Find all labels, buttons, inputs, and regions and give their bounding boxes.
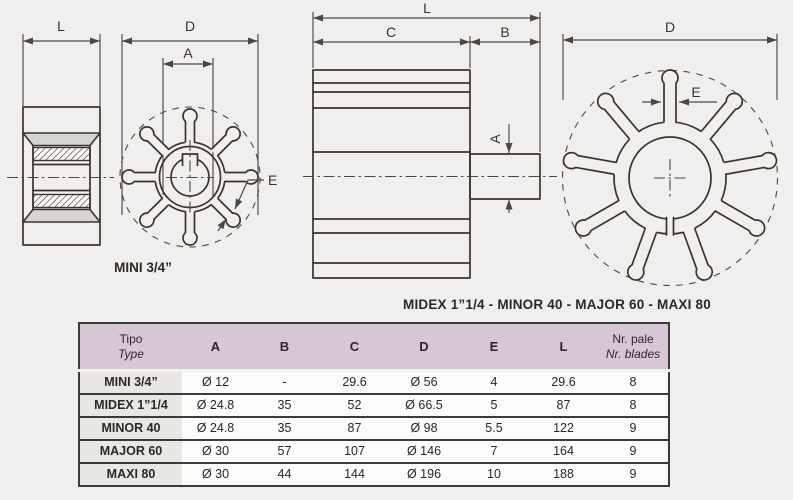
cell: 144: [320, 461, 389, 486]
cell: 87: [529, 392, 598, 417]
table-row-midex: MIDEX 1”1/4 Ø 24.8 35 52 Ø 66.5 5 87 8: [79, 392, 669, 417]
cell: 52: [320, 392, 389, 417]
header-blades-it: Nr. pale: [612, 331, 654, 346]
large-impeller-front-view: D E: [561, 19, 779, 287]
table-row-major: MAJOR 60 Ø 30 57 107 Ø 146 7 164 9: [79, 438, 669, 463]
cell: Ø 24.8: [182, 415, 249, 440]
cell: 5: [459, 392, 529, 417]
dim-label-E-large: E: [691, 84, 700, 100]
cell: 9: [598, 438, 669, 463]
row-label: MAXI 80: [79, 461, 182, 486]
impeller-body: [312, 69, 471, 279]
cell: Ø 196: [389, 461, 459, 486]
hub-insert-hatch-top: [32, 146, 91, 162]
technical-drawings: L D A: [7, 0, 779, 287]
header-type-en: Type: [118, 346, 144, 361]
dim-label-C-large: C: [386, 24, 396, 40]
cell: 35: [249, 415, 320, 440]
header-blades: Nr. pale Nr. blades: [598, 323, 669, 372]
small-impeller-name: MINI 3/4”: [114, 260, 172, 275]
cell: 57: [249, 438, 320, 463]
dim-label-A-large: A: [487, 134, 503, 144]
spec-table: Tipo Type A B C D E L Nr. pale Nr. blade…: [78, 322, 670, 487]
cell: Ø 24.8: [182, 392, 249, 417]
header-type-it: Tipo: [119, 331, 143, 346]
dim-label-D-large: D: [665, 19, 675, 35]
header-E: E: [459, 323, 529, 372]
blades-8: [121, 108, 259, 246]
table-row-mini: MINI 3/4” Ø 12 - 29.6 Ø 56 4 29.6 8: [79, 369, 669, 394]
cell: 107: [320, 438, 389, 463]
hub-slit-mask: [666, 216, 674, 236]
hub-chamfer-top: [22, 132, 101, 147]
cell: 44: [249, 461, 320, 486]
small-impeller-side-view: L: [7, 18, 114, 246]
header-C: C: [320, 323, 389, 372]
hub-insert-hatch-bottom: [32, 193, 91, 209]
cell: 7: [459, 438, 529, 463]
row-label: MAJOR 60: [79, 438, 182, 463]
header-type: Tipo Type: [79, 323, 182, 372]
cell: 29.6: [529, 369, 598, 394]
dim-label-A-small: A: [183, 45, 193, 61]
small-impeller-front-view: D A E: [119, 18, 277, 248]
dim-label-E-small: E: [268, 172, 277, 188]
hub-chamfer-bottom: [22, 208, 101, 223]
blade-tip-circle: [561, 69, 779, 287]
row-label: MIDEX 1”1/4: [79, 392, 182, 417]
table-row-maxi: MAXI 80 Ø 30 44 144 Ø 196 10 188 9: [79, 461, 669, 486]
dim-leader-E-small: [234, 179, 264, 210]
header-blades-en: Nr. blades: [605, 346, 661, 361]
cell: Ø 30: [182, 438, 249, 463]
cell: 35: [249, 392, 320, 417]
cell: 188: [529, 461, 598, 486]
dim-label-B-large: B: [500, 24, 509, 40]
cell: Ø 66.5: [389, 392, 459, 417]
cell: 4: [459, 369, 529, 394]
cell: 10: [459, 461, 529, 486]
cell: Ø 30: [182, 461, 249, 486]
cell: 29.6: [320, 369, 389, 394]
models-caption: MIDEX 1”1/4 - MINOR 40 - MAJOR 60 - MAXI…: [403, 297, 711, 312]
cell: 8: [598, 369, 669, 394]
header-L: L: [529, 323, 598, 372]
cell: 87: [320, 415, 389, 440]
blade-tip-circle: [119, 106, 261, 248]
cell: 9: [598, 415, 669, 440]
keyway-notch: [181, 153, 199, 166]
cell: -: [249, 369, 320, 394]
header-D: D: [389, 323, 459, 372]
dim-label-D-small: D: [185, 18, 195, 34]
table-row-minor: MINOR 40 Ø 24.8 35 87 Ø 98 5.5 122 9: [79, 415, 669, 440]
blade-edge-lines: [312, 82, 471, 264]
cell: Ø 146: [389, 438, 459, 463]
cell: Ø 12: [182, 369, 249, 394]
blades-9: [562, 69, 778, 281]
cell: 9: [598, 461, 669, 486]
cell: 8: [598, 392, 669, 417]
cell: 164: [529, 438, 598, 463]
cell: 122: [529, 415, 598, 440]
row-label: MINI 3/4”: [79, 369, 182, 394]
header-row: Tipo Type A B C D E L Nr. pale Nr. blade…: [79, 323, 669, 372]
header-A: A: [182, 323, 249, 372]
cell: Ø 98: [389, 415, 459, 440]
dim-label-L-small: L: [57, 18, 65, 34]
cell: 5.5: [459, 415, 529, 440]
cell: Ø 56: [389, 369, 459, 394]
row-label: MINOR 40: [79, 415, 182, 440]
large-impeller-side-view: L C B A: [303, 0, 557, 279]
header-B: B: [249, 323, 320, 372]
dim-label-L-large: L: [423, 0, 431, 16]
